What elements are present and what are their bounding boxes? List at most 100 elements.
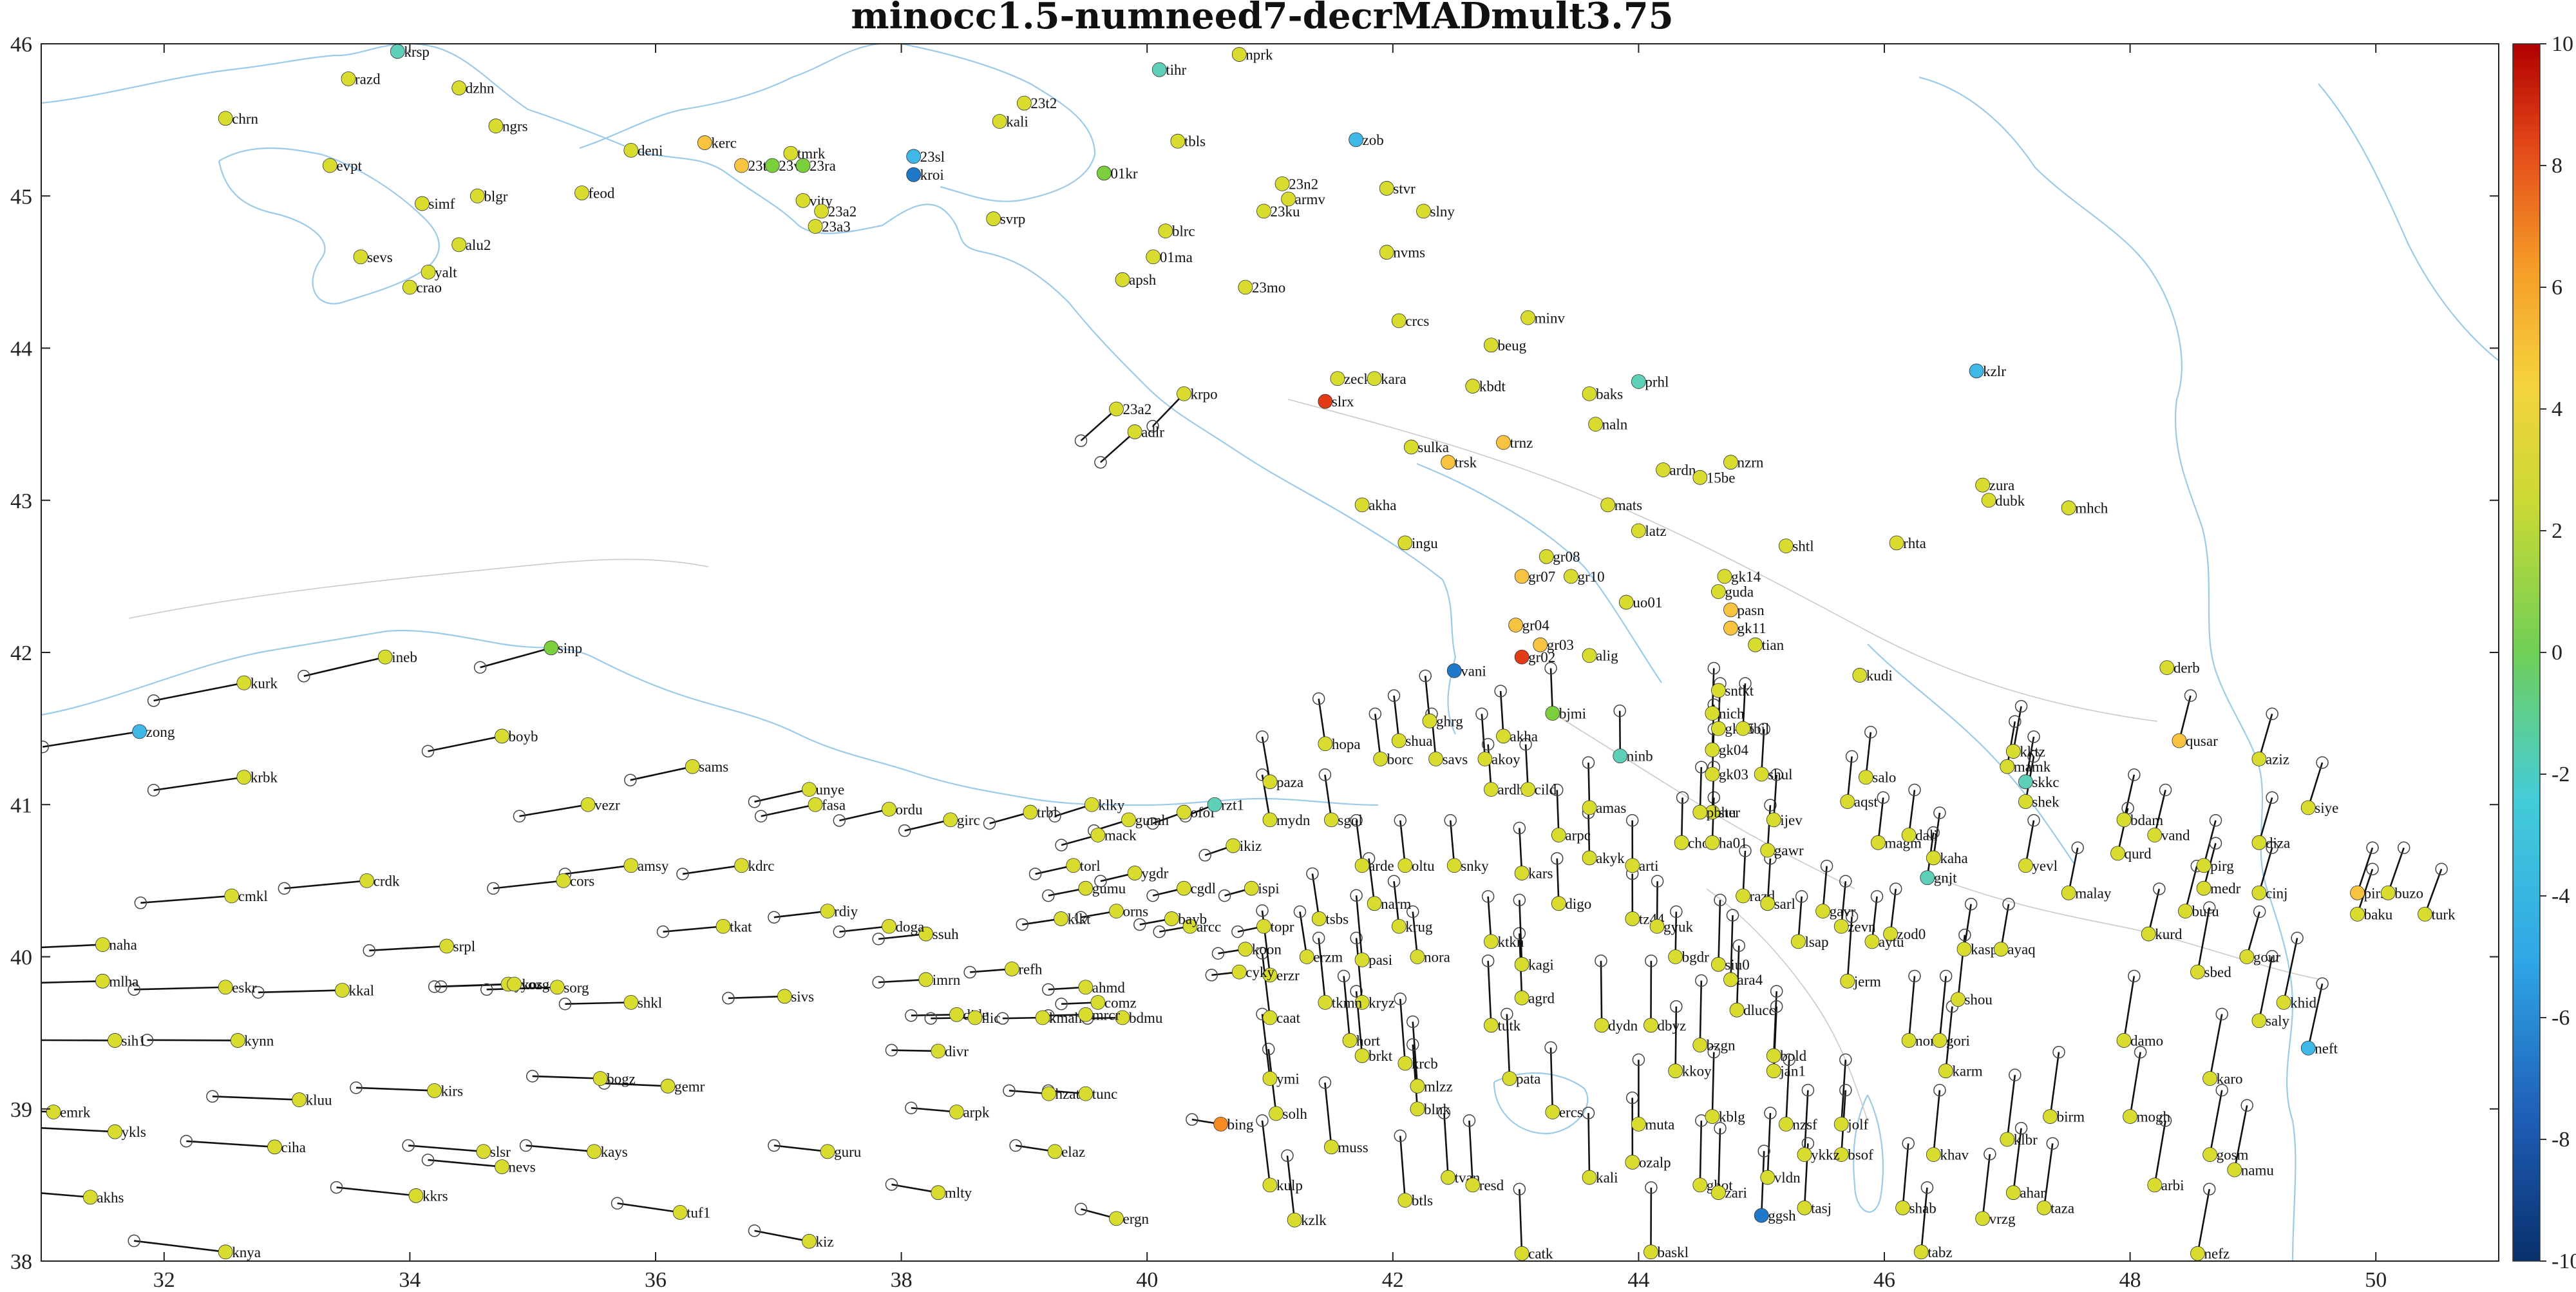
error-ellipse (2014, 699, 2028, 713)
colorbar-tick-label: -6 (2552, 1006, 2570, 1030)
velocity-arrow (41, 1039, 115, 1041)
velocity-arrow (1100, 431, 1135, 463)
velocity-arrow (1393, 881, 1400, 927)
station-label: kkoy (1682, 1063, 1712, 1079)
x-tick-label: 48 (2119, 1268, 2141, 1292)
velocity-arrow (754, 788, 810, 803)
error-ellipse (1927, 826, 1940, 839)
error-ellipse (1312, 692, 1325, 705)
error-ellipse (1350, 814, 1363, 827)
station-marker (1766, 812, 1781, 828)
station-marker (415, 196, 430, 211)
station-label: gosm (2217, 1147, 2249, 1163)
station-label: sntkt (1725, 683, 1754, 699)
station-label: blnk (1424, 1101, 1450, 1117)
station-label: mlha (109, 973, 138, 989)
velocity-arrow (2258, 956, 2273, 1021)
error-ellipse (1801, 1083, 1815, 1097)
station-marker (1177, 880, 1191, 896)
error-ellipse (656, 925, 670, 938)
error-ellipse (624, 774, 637, 786)
x-tick-label: 34 (399, 1268, 421, 1292)
station-marker (1754, 766, 1769, 782)
station-marker (2036, 1200, 2052, 1215)
velocity-arrow (1760, 1151, 1765, 1216)
velocity-arrow (1286, 1155, 1296, 1221)
station-marker (623, 858, 639, 873)
velocity-arrow (2025, 736, 2035, 783)
station-label: 23ku (1270, 204, 1300, 220)
velocity-arrow (1846, 917, 1853, 982)
error-ellipse (1625, 814, 1639, 827)
error-ellipse (2435, 862, 2448, 876)
error-ellipse (180, 1135, 193, 1148)
station-label: yevl (2032, 858, 2058, 874)
station-marker (949, 1105, 964, 1119)
station-marker (1711, 584, 1726, 599)
station-marker (1901, 828, 1917, 842)
station-marker (495, 1159, 509, 1174)
station-marker (1177, 804, 1191, 820)
velocity-arrow (186, 1140, 275, 1148)
error-ellipse (1055, 839, 1068, 851)
error-ellipse (2027, 814, 2040, 827)
station-label: kulp (1276, 1177, 1303, 1193)
station-label: dzhn (466, 81, 495, 97)
error-ellipse (1739, 844, 1752, 857)
station-label: khid (2290, 994, 2316, 1011)
error-ellipse (768, 1139, 781, 1152)
station-marker (1766, 1048, 1781, 1063)
station-label: torl (1080, 858, 1101, 874)
station-label: gemr (674, 1078, 705, 1094)
station-marker (402, 280, 417, 295)
station-marker (1778, 538, 1794, 554)
velocity-arrow (1760, 728, 1765, 775)
station-label: baku (2364, 906, 2393, 922)
station-label: bayb (1178, 911, 1207, 927)
station-label: kali (1006, 113, 1028, 129)
station-marker (1323, 1139, 1339, 1155)
velocity-arrow (2025, 820, 2035, 866)
station-label: 23n2 (1289, 176, 1318, 192)
station-label: tihr (1166, 62, 1186, 78)
velocity-arrow (2233, 1105, 2248, 1170)
station-marker (1354, 994, 1370, 1010)
station-label: eskr (232, 980, 257, 996)
station-label: gumu (1092, 880, 1126, 897)
station-marker (1692, 804, 1708, 820)
error-ellipse (147, 784, 160, 797)
station-label: knya (232, 1244, 261, 1260)
error-ellipse (2027, 750, 2040, 763)
velocity-arrow (284, 880, 367, 889)
station-marker (1318, 994, 1333, 1010)
border-line-c (1706, 888, 1868, 1121)
station-marker (808, 219, 823, 234)
station-label: minv (1535, 310, 1566, 326)
error-ellipse (1676, 791, 1689, 804)
error-ellipse (1984, 1148, 1996, 1161)
station-label: 23a3 (822, 219, 851, 235)
velocity-arrow (1261, 1120, 1271, 1186)
station-label: latz (1645, 523, 1666, 539)
station-marker (1115, 272, 1130, 287)
station-label: prhl (1645, 374, 1669, 390)
station-label: brkt (1368, 1048, 1393, 1064)
station-marker (1299, 949, 1314, 964)
station-marker (2116, 1033, 2132, 1048)
station-marker (2300, 800, 2316, 815)
station-label: ingu (1412, 535, 1438, 551)
error-ellipse (1406, 905, 1419, 918)
velocity-arrow (1399, 820, 1406, 866)
station-label: cyky (1245, 964, 1274, 980)
velocity-arrow (2147, 888, 2161, 935)
error-ellipse (1582, 756, 1595, 769)
error-ellipse (1406, 1015, 1419, 1029)
station-marker (906, 149, 922, 164)
colorbar-tick-label: 4 (2552, 397, 2562, 421)
velocity-arrow (1699, 1120, 1703, 1185)
velocity-arrow (2006, 721, 2016, 767)
station-label: kroi (920, 167, 944, 183)
station-label: ordu (896, 801, 923, 817)
station-label: kali (1596, 1170, 1618, 1186)
border-line-d (1931, 875, 2319, 980)
